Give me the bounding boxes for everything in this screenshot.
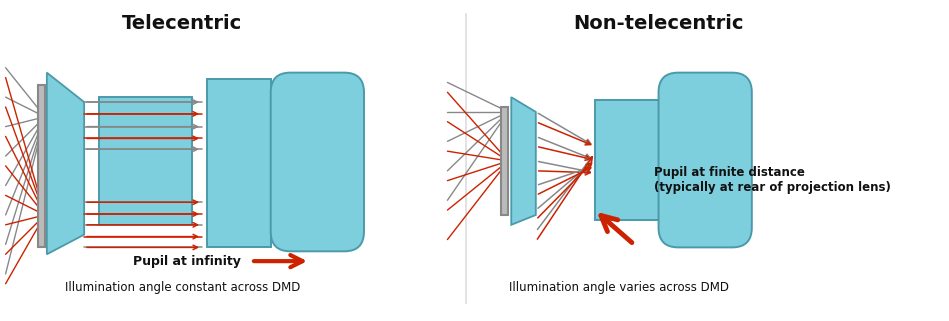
Text: Illumination angle constant across DMD: Illumination angle constant across DMD	[65, 281, 300, 293]
Text: Pupil at infinity: Pupil at infinity	[133, 255, 241, 268]
Polygon shape	[47, 73, 84, 254]
FancyBboxPatch shape	[99, 97, 192, 225]
Polygon shape	[512, 97, 536, 225]
FancyBboxPatch shape	[501, 107, 509, 215]
FancyBboxPatch shape	[270, 73, 364, 251]
FancyBboxPatch shape	[659, 73, 752, 247]
Text: Non-telecentric: Non-telecentric	[573, 14, 744, 33]
Text: Illumination angle varies across DMD: Illumination angle varies across DMD	[510, 281, 729, 293]
Text: Pupil at finite distance
(typically at rear of projection lens): Pupil at finite distance (typically at r…	[654, 166, 890, 194]
FancyBboxPatch shape	[595, 100, 665, 220]
FancyBboxPatch shape	[38, 85, 45, 247]
FancyBboxPatch shape	[207, 79, 270, 247]
Text: Telecentric: Telecentric	[122, 14, 242, 33]
